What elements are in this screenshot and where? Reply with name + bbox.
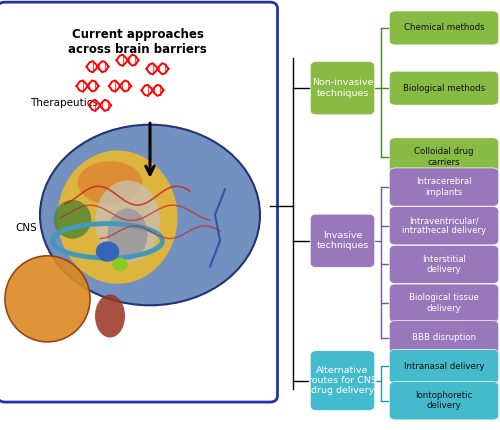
FancyBboxPatch shape (389, 207, 498, 245)
Text: BBB disruption: BBB disruption (412, 333, 476, 342)
Text: Biological methods: Biological methods (403, 84, 485, 92)
FancyBboxPatch shape (389, 284, 498, 322)
Ellipse shape (40, 125, 260, 305)
FancyBboxPatch shape (389, 138, 498, 176)
Text: Intranasal delivery: Intranasal delivery (404, 362, 484, 371)
Text: Biological tissue
delivery: Biological tissue delivery (409, 293, 479, 313)
Text: Invasive
techniques: Invasive techniques (316, 231, 368, 251)
Text: Iontophoretic
delivery: Iontophoretic delivery (416, 391, 472, 411)
Ellipse shape (95, 181, 160, 262)
Circle shape (96, 242, 118, 261)
Ellipse shape (78, 161, 142, 204)
Ellipse shape (54, 200, 91, 239)
FancyBboxPatch shape (310, 61, 375, 115)
FancyBboxPatch shape (389, 382, 498, 420)
Ellipse shape (108, 209, 148, 260)
Text: Therapeutics: Therapeutics (30, 98, 98, 108)
FancyBboxPatch shape (389, 71, 498, 105)
FancyBboxPatch shape (389, 245, 498, 284)
Text: Intracerebral
implants: Intracerebral implants (416, 177, 472, 197)
FancyBboxPatch shape (310, 214, 375, 267)
Text: Interstitial
delivery: Interstitial delivery (422, 255, 466, 274)
FancyBboxPatch shape (389, 168, 498, 206)
Text: CNS: CNS (15, 223, 37, 233)
Text: Non-invasive
techniques: Non-invasive techniques (312, 78, 373, 98)
Ellipse shape (95, 295, 125, 338)
FancyBboxPatch shape (0, 2, 278, 402)
Ellipse shape (5, 256, 90, 342)
FancyBboxPatch shape (389, 321, 498, 354)
Text: Chemical methods: Chemical methods (404, 24, 484, 32)
Text: Intraventricular/
intrathecal delivery: Intraventricular/ intrathecal delivery (402, 216, 486, 236)
Ellipse shape (58, 150, 178, 284)
Circle shape (113, 258, 127, 270)
Text: Current approaches
across brain barriers: Current approaches across brain barriers (68, 28, 207, 56)
Text: Alternative
routes for CNS
drug delivery: Alternative routes for CNS drug delivery (308, 366, 377, 396)
FancyBboxPatch shape (389, 11, 498, 45)
Text: Colloidal drug
carriers: Colloidal drug carriers (414, 147, 474, 167)
FancyBboxPatch shape (310, 351, 375, 410)
FancyBboxPatch shape (389, 349, 498, 384)
